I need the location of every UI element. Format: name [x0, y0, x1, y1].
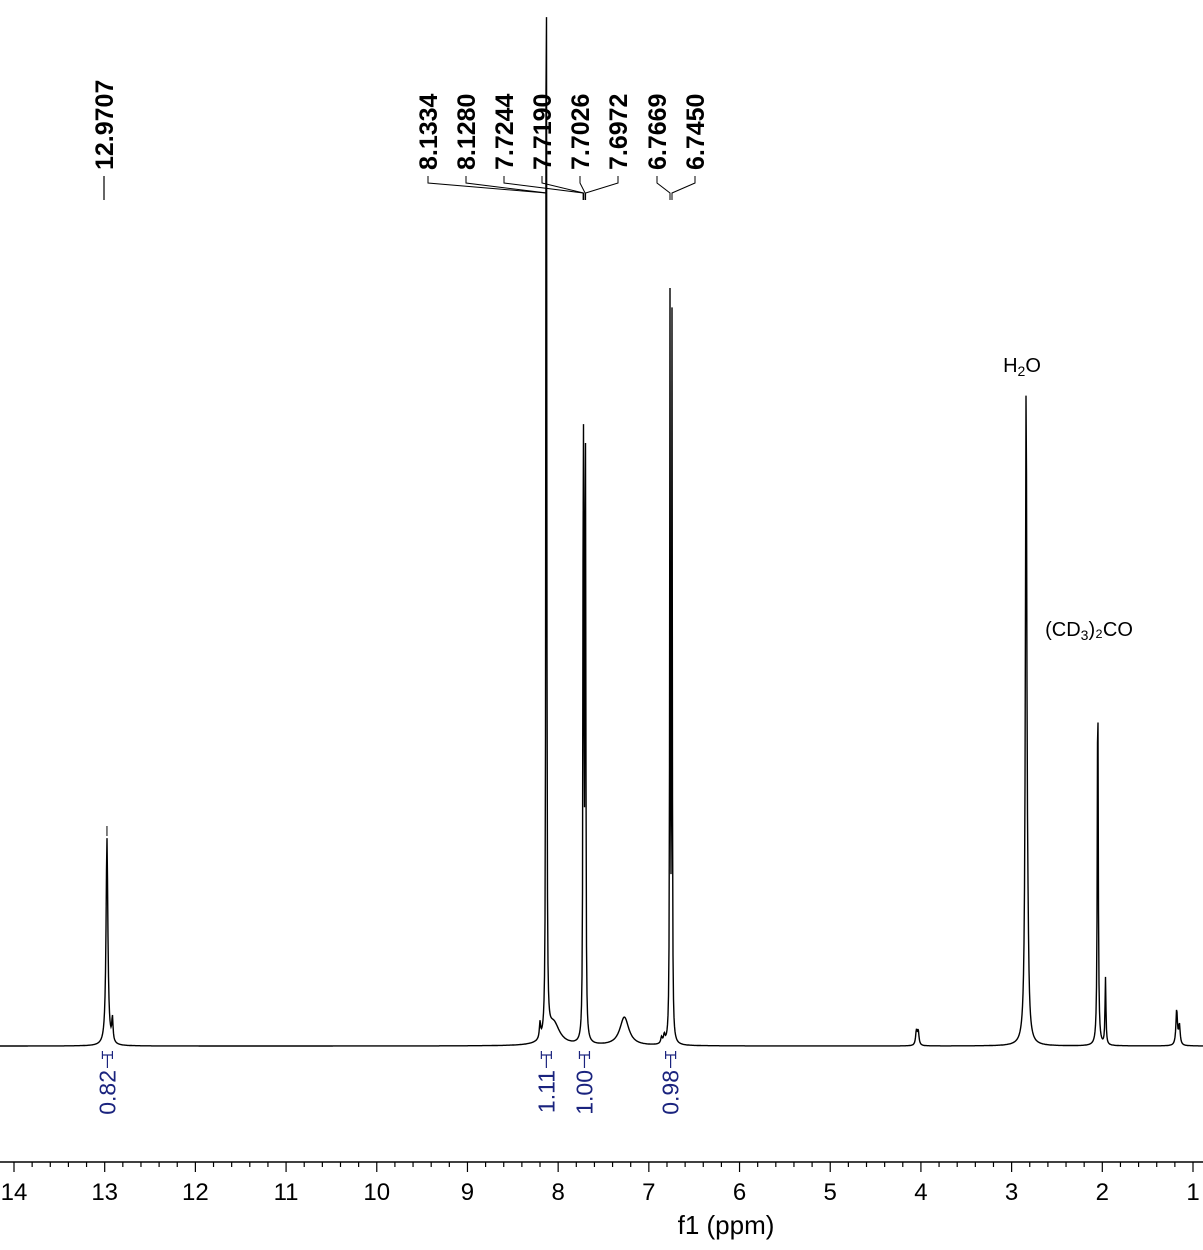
peak-label: 7.7190: [529, 94, 557, 170]
integral-value: 0.82: [94, 1070, 120, 1115]
annotation-layer: H2O (CD3)₂CO: [1003, 355, 1133, 643]
integral-value: 1.11: [533, 1070, 559, 1113]
peak-label: 8.1334: [415, 93, 443, 170]
peak-connector: [585, 176, 619, 200]
tick-label: 3: [1005, 1179, 1018, 1206]
tick-label: 2: [1096, 1179, 1109, 1206]
tick-label: 1: [1186, 1179, 1199, 1206]
peak-label: 7.6972: [605, 94, 633, 170]
tick-label: 8: [551, 1179, 564, 1206]
peak-label: 6.7669: [644, 94, 672, 170]
tick-label: 11: [274, 1179, 299, 1206]
peak-label-layer: 12.9707 8.1334 8.1280 7.7244 7.7190 7.7026 7.6…: [91, 80, 710, 836]
spectrum-trace: [0, 17, 1203, 1047]
peak-connector: [465, 176, 547, 200]
peak-connector: [541, 176, 585, 200]
peak-connector: [579, 176, 586, 200]
tick-label: 6: [733, 1179, 746, 1206]
integral-layer: 0.82 1.11 1.00 0.98: [94, 1051, 684, 1115]
integral-value: 0.98: [658, 1070, 684, 1115]
tick-label: 12: [182, 1179, 209, 1206]
peak-connector: [656, 176, 671, 200]
peak-connector: [503, 176, 584, 200]
solvent-annotation: H2O: [1003, 355, 1041, 379]
peak-label: 7.7244: [491, 93, 519, 170]
tick-label: 4: [914, 1179, 927, 1206]
x-axis-title: f1 (ppm): [678, 1210, 775, 1240]
x-axis-ticks: 14 13 12 11 10 9 8 7 6 5 4 3 2 1: [1, 1162, 1200, 1206]
tick-label: 7: [642, 1179, 655, 1206]
peak-label: 6.7450: [682, 94, 710, 170]
peak-label: 8.1280: [453, 94, 481, 170]
integral-value: 1.00: [571, 1070, 597, 1115]
tick-label: 13: [91, 1179, 118, 1206]
tick-label: 14: [1, 1179, 28, 1206]
peak-connector: [427, 176, 547, 200]
tick-label: 10: [363, 1179, 390, 1206]
peak-label: 7.7026: [567, 94, 595, 170]
peak-label: 12.9707: [91, 80, 119, 170]
solvent-annotation: (CD3)₂CO: [1045, 619, 1133, 643]
tick-label: 9: [461, 1179, 474, 1206]
tick-label: 5: [824, 1179, 837, 1206]
peak-connector: [671, 176, 696, 200]
